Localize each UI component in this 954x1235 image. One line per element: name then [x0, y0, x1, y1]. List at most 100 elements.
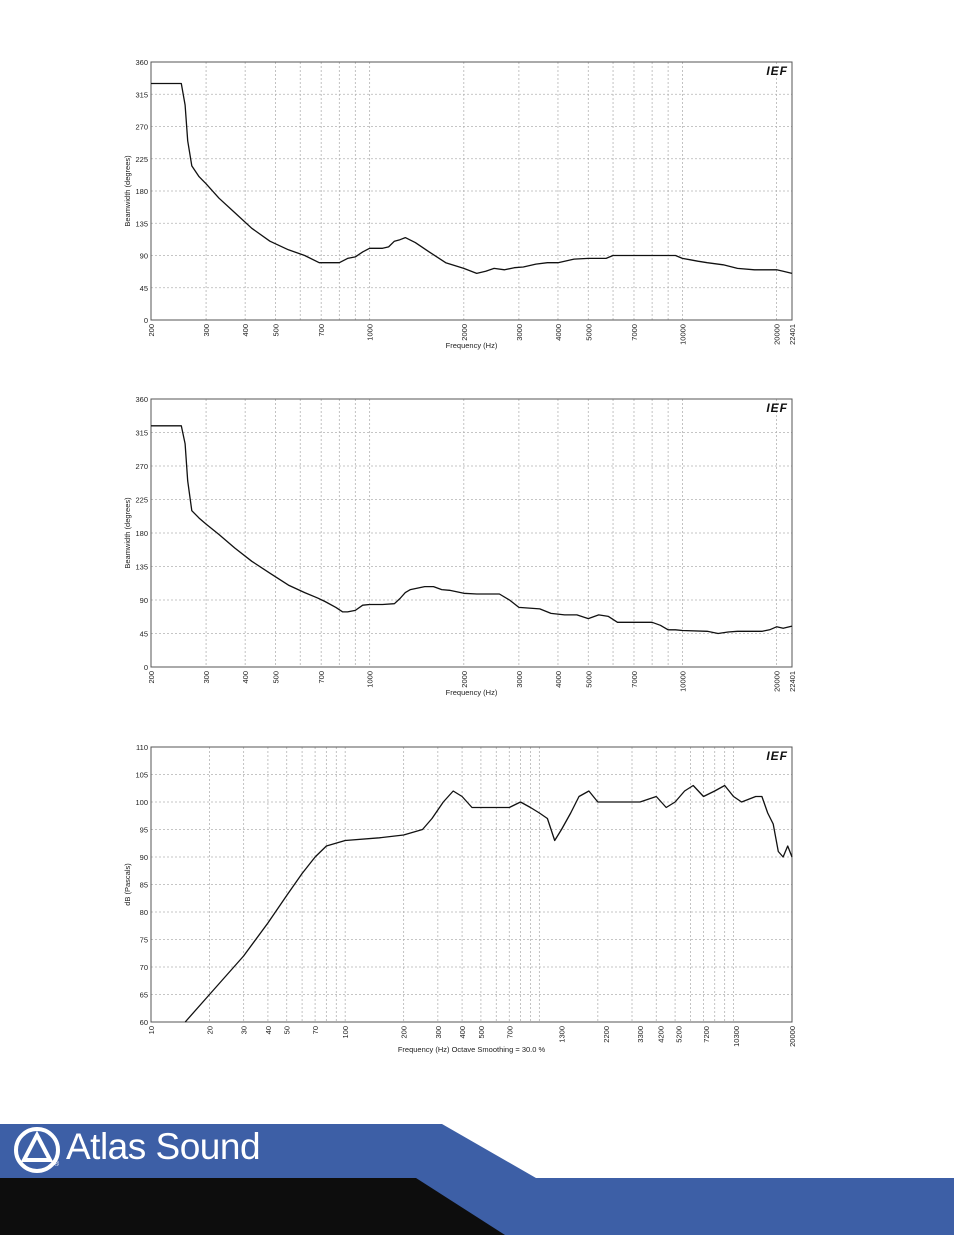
y-tick-label: 75 [140, 936, 148, 945]
y-axis-label: Beamwidth (degrees) [123, 497, 132, 569]
y-tick-label: 135 [135, 563, 148, 572]
beamwidth-chart-1: 0 45 90 135 180 225 270 315 360 200 300 400 500 700 10… [123, 58, 797, 350]
y-tick-label: 360 [135, 395, 148, 404]
x-tick-label: 3000 [515, 671, 524, 688]
x-tick-label: 2200 [602, 1026, 611, 1043]
x-tick-label: 700 [317, 671, 326, 684]
x-tick-label: 4000 [554, 324, 563, 341]
x-tick-label: 700 [505, 1026, 514, 1039]
plot-frame [150, 61, 793, 321]
x-tick-label: 400 [241, 324, 250, 337]
y-tick-label: 225 [135, 155, 148, 164]
x-tick-label: 4000 [554, 671, 563, 688]
y-tick-label: 225 [135, 496, 148, 505]
x-tick-label: 70 [311, 1026, 320, 1034]
x-tick-label: 400 [241, 671, 250, 684]
x-tick-label: 500 [271, 324, 280, 337]
y-tick-label: 0 [144, 316, 148, 325]
y-tick-label: 315 [135, 90, 148, 99]
y-tick-label: 95 [140, 826, 148, 835]
x-tick-label: 50 [283, 1026, 292, 1034]
y-tick-label: 270 [135, 462, 148, 471]
y-tick-label: 180 [135, 187, 148, 196]
x-tick-label: 7000 [630, 671, 639, 688]
y-tick-label: 100 [135, 798, 148, 807]
plot-frame [150, 398, 793, 668]
x-tick-label: 100 [341, 1026, 350, 1039]
x-tick-label: 10 [147, 1026, 156, 1034]
x-tick-label: 200 [400, 1026, 409, 1039]
x-tick-label: 22401 [788, 324, 797, 345]
y-tick-label: 105 [135, 771, 148, 780]
x-tick-label: 1000 [366, 324, 375, 341]
y-tick-label: 80 [140, 908, 148, 917]
x-tick-label: 7000 [630, 324, 639, 341]
y-tick-label: 45 [140, 284, 148, 293]
ief-logo: IEF [766, 401, 788, 415]
y-tick-label: 270 [135, 123, 148, 132]
x-tick-label: 5000 [584, 324, 593, 341]
x-tick-label: 3000 [515, 324, 524, 341]
x-tick-label: 500 [271, 671, 280, 684]
y-tick-label: 65 [140, 991, 148, 1000]
frequency-response-chart: 60 65 70 75 80 85 90 95 100 105 110 10 20 30 40 50 70 100… [123, 743, 797, 1054]
x-tick-label: 300 [434, 1026, 443, 1039]
plot-frame [150, 746, 793, 1023]
ief-logo: IEF [766, 64, 788, 78]
y-tick-label: 70 [140, 963, 148, 972]
x-tick-label: 500 [477, 1026, 486, 1039]
beamwidth-chart-2: 0 45 90 135 180 225 270 315 360 200 300 400 500 700 10… [123, 395, 797, 697]
x-tick-label: 4200 [656, 1026, 665, 1043]
x-axis-label: Frequency (Hz) Octave Smoothing = 30.0 % [398, 1045, 546, 1054]
y-tick-label: 110 [136, 743, 148, 752]
x-tick-label: 40 [264, 1026, 273, 1034]
y-tick-label: 45 [140, 630, 148, 639]
brand-registered-mark: ® [54, 1161, 60, 1168]
x-tick-label: 300 [202, 671, 211, 684]
footer-black-band [0, 1178, 505, 1235]
y-tick-label: 135 [135, 219, 148, 228]
x-tick-label: 1300 [557, 1026, 566, 1043]
y-axis-label: dB (Pascals) [123, 863, 132, 906]
y-tick-label: 90 [140, 853, 148, 862]
x-tick-label: 22401 [788, 671, 797, 692]
x-tick-label: 200 [147, 671, 156, 684]
x-tick-label: 20000 [788, 1026, 797, 1047]
x-tick-label: 1000 [366, 671, 375, 688]
x-tick-label: 5200 [674, 1026, 683, 1043]
x-tick-label: 200 [147, 324, 156, 337]
y-tick-label: 85 [140, 881, 148, 890]
data-series-line [184, 784, 793, 1023]
footer-banner [0, 1124, 954, 1235]
x-tick-label: 3300 [636, 1026, 645, 1043]
data-series-line [151, 425, 793, 635]
y-axis-label: Beamwidth (degrees) [123, 155, 132, 227]
y-tick-label: 180 [135, 529, 148, 538]
x-tick-label: 2000 [460, 671, 469, 688]
atlas-logo-icon [14, 1127, 60, 1173]
y-tick-label: 90 [140, 252, 148, 261]
ief-logo: IEF [766, 749, 788, 763]
x-tick-label: 20000 [773, 324, 782, 345]
x-tick-label: 20 [205, 1026, 214, 1034]
x-tick-label: 10000 [678, 324, 687, 345]
x-tick-label: 7200 [702, 1026, 711, 1043]
x-tick-label: 10000 [678, 671, 687, 692]
x-tick-label: 700 [317, 324, 326, 337]
y-tick-label: 60 [140, 1018, 148, 1027]
y-tick-label: 90 [140, 596, 148, 605]
x-tick-label: 10300 [732, 1026, 741, 1047]
x-tick-label: 20000 [773, 671, 782, 692]
x-tick-label: 300 [202, 324, 211, 337]
x-tick-label: 5000 [584, 671, 593, 688]
brand-name: Atlas Sound [66, 1126, 261, 1167]
x-tick-label: 400 [458, 1026, 467, 1039]
y-tick-label: 360 [135, 58, 148, 67]
x-axis-label: Frequency (Hz) [446, 688, 498, 697]
x-tick-label: 30 [240, 1026, 249, 1034]
y-tick-label: 0 [144, 663, 148, 672]
y-tick-label: 315 [135, 429, 148, 438]
x-tick-label: 2000 [460, 324, 469, 341]
x-axis-label: Frequency (Hz) [446, 341, 498, 350]
data-series-line [151, 82, 793, 275]
